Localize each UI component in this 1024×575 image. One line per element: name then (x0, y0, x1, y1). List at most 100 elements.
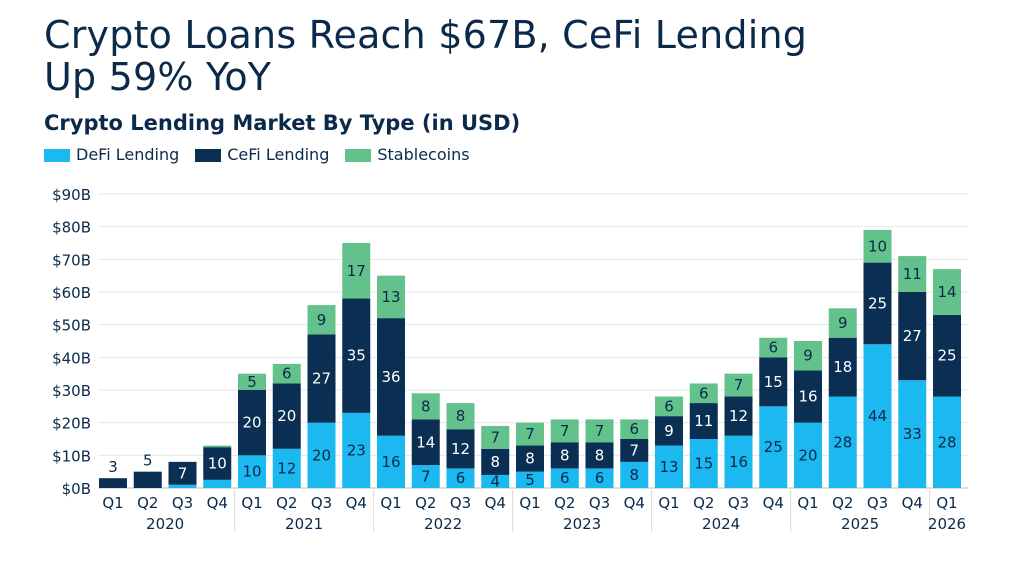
bar-segment-stable (759, 337, 788, 358)
x-tick-label: Q1 (658, 494, 679, 512)
bar-segment-cefi (655, 416, 683, 446)
bar-segment-stable (620, 419, 649, 439)
bar-segment-stable (898, 256, 927, 292)
bar-segment-cefi (377, 318, 405, 436)
bar-segment-stable (689, 383, 718, 404)
chart-subtitle: Crypto Lending Market By Type (in USD) (44, 111, 521, 135)
bar-segment-cefi (689, 403, 718, 439)
data-label-stable: 7 (734, 376, 744, 394)
data-label-defi: 33 (903, 425, 922, 443)
data-label-cefi: 25 (868, 294, 887, 312)
bar-segment-stable (933, 269, 961, 315)
legend-item-cefi: CeFi Lending (195, 145, 329, 165)
data-label-stable: 7 (490, 428, 500, 446)
data-label-stable: 8 (456, 407, 466, 425)
data-label-stable: 6 (768, 339, 778, 357)
y-tick-label: $70B (52, 251, 91, 269)
y-tick-label: $10B (52, 447, 91, 465)
x-tick-label: Q4 (624, 494, 645, 512)
data-label-defi: 16 (729, 453, 748, 471)
bar-segment-defi (550, 468, 579, 488)
x-tick-label: Q2 (693, 494, 714, 512)
x-tick-label: Q3 (311, 494, 332, 512)
x-tick-label: Q2 (415, 494, 436, 512)
bar-segment-stable (863, 229, 892, 263)
legend-swatch-defi (44, 148, 70, 162)
data-label-cefi: 14 (416, 433, 435, 451)
bar-segment-defi (342, 412, 371, 488)
bar-segment-cefi (272, 383, 301, 449)
bar-segment-cefi (759, 357, 788, 407)
x-tick-label: Q1 (380, 494, 401, 512)
bar-segment-defi (411, 465, 440, 488)
bar-segment-stable (516, 422, 544, 446)
y-tick-label: $50B (52, 317, 91, 335)
data-label-stable: 6 (699, 384, 709, 402)
y-tick-label: $0B (62, 480, 91, 498)
x-tick-label: Q1 (102, 494, 123, 512)
x-tick-label: Q4 (902, 494, 923, 512)
bar-segment-defi (203, 479, 232, 488)
data-label-defi: 6 (560, 469, 570, 487)
data-label-cefi: 11 (694, 412, 713, 430)
bar-segment-defi (272, 448, 301, 488)
y-tick-label: $90B (52, 186, 91, 204)
x-tick-label: Q4 (485, 494, 506, 512)
x-year-label: 2023 (563, 515, 601, 533)
bar-segment-defi (377, 435, 405, 488)
bar-segment-cefi (828, 337, 857, 397)
y-tick-label: $30B (52, 382, 91, 400)
bar-segment-defi (759, 406, 788, 488)
bar-segment-cefi (516, 445, 544, 472)
data-label-cefi: 3 (108, 458, 118, 476)
x-tick-label: Q2 (137, 494, 158, 512)
data-label-defi: 23 (347, 441, 366, 459)
bar-segment-cefi (550, 442, 579, 469)
bar-segment-defi (168, 484, 197, 488)
x-year-label: 2026 (928, 515, 966, 533)
bar-segment-cefi (99, 478, 127, 488)
bar-segment-defi (689, 439, 718, 488)
bar-segment-stable (585, 419, 614, 443)
data-label-stable: 10 (868, 237, 887, 255)
legend-item-defi: DeFi Lending (44, 145, 179, 165)
data-label-defi: 15 (694, 455, 713, 473)
data-label-defi: 5 (525, 471, 535, 489)
x-tick-label: Q2 (276, 494, 297, 512)
bar-segment-cefi (446, 429, 475, 469)
bar-segment-stable (481, 425, 510, 449)
x-tick-label: Q3 (172, 494, 193, 512)
data-label-cefi: 8 (560, 446, 570, 464)
bar-segment-defi (794, 422, 822, 488)
bar-segment-stable (307, 305, 336, 335)
data-label-cefi: 20 (277, 407, 296, 425)
x-year-label: 2020 (146, 515, 184, 533)
data-label-defi: 10 (242, 463, 261, 481)
data-label-defi: 6 (456, 469, 466, 487)
legend-swatch-cefi (195, 148, 222, 162)
x-year-label: 2022 (424, 515, 462, 533)
bar-segment-defi (620, 461, 649, 488)
bar-segment-cefi (898, 292, 927, 381)
data-label-cefi: 15 (764, 373, 783, 391)
data-label-cefi: 7 (629, 441, 639, 459)
data-label-cefi: 25 (937, 347, 956, 365)
y-tick-label: $80B (52, 219, 91, 237)
y-tick-label: $20B (52, 415, 91, 433)
data-label-defi: 8 (629, 466, 639, 484)
data-label-defi: 28 (937, 433, 956, 451)
bar-segment-cefi (620, 439, 649, 462)
data-label-defi: 7 (421, 468, 431, 486)
data-label-cefi: 7 (178, 464, 188, 482)
bar-segment-stable (377, 275, 405, 319)
data-label-cefi: 12 (451, 440, 470, 458)
data-label-defi: 13 (659, 458, 678, 476)
bar-segment-stable (724, 373, 753, 397)
bar-segment-defi (828, 396, 857, 488)
legend-label-defi: DeFi Lending (76, 145, 180, 164)
bar-segment-defi (481, 474, 510, 488)
data-label-cefi: 8 (490, 453, 500, 471)
data-label-defi: 44 (868, 407, 887, 425)
chart-title: Crypto Loans Reach $67B, CeFi Lending Up… (44, 14, 984, 98)
data-label-defi: 4 (490, 472, 500, 490)
